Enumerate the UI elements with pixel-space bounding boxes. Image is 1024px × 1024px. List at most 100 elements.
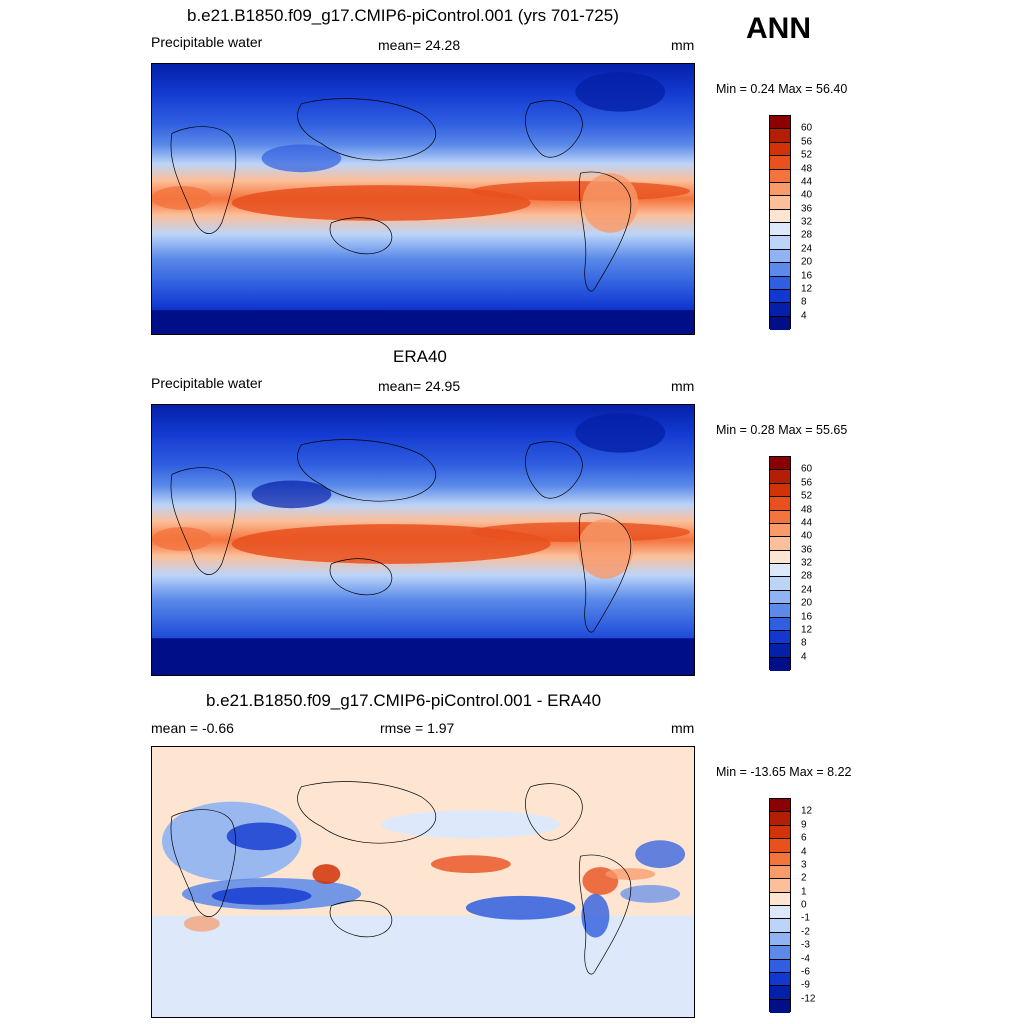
colorbar-tick: -4	[801, 953, 810, 964]
panel2-field	[152, 405, 694, 675]
panel2-title: ERA40	[393, 347, 447, 366]
colorbar-tick: 60	[801, 122, 813, 134]
colorbar-swatch	[770, 142, 790, 157]
colorbar-tick: 20	[801, 256, 813, 268]
colorbar-tick: 28	[801, 229, 813, 241]
colorbar-swatch	[770, 470, 790, 484]
colorbar-tick: 32	[801, 557, 813, 569]
panel3-title: b.e21.B1850.f09_g17.CMIP6-piControl.001 …	[206, 691, 602, 710]
colorbar-swatch	[770, 457, 790, 471]
colorbar-swatch	[770, 986, 790, 1000]
colorbar-swatch	[770, 946, 790, 960]
colorbar-swatch	[770, 223, 790, 237]
colorbar-swatch	[770, 550, 790, 564]
colorbar-tick: 2	[801, 872, 807, 884]
colorbar-tick: -2	[801, 926, 810, 938]
colorbar-tick: 9	[801, 819, 807, 831]
colorbar-swatch	[770, 617, 790, 631]
panel3-colorbar	[769, 798, 791, 1013]
colorbar-swatch	[770, 236, 790, 250]
colorbar-tick: 40	[801, 189, 813, 201]
colorbar-swatch	[770, 209, 790, 223]
colorbar-tick: -3	[801, 939, 810, 951]
panel1-field	[152, 64, 694, 334]
colorbar-tick: 40	[801, 530, 813, 542]
panel3-minmax-label: Min = -13.65 Max = 8.22	[716, 765, 852, 779]
panel2-units-label: mm	[671, 378, 695, 394]
colorbar-tick: 12	[801, 283, 813, 295]
panel1-minmax-label: Min = 0.24 Max = 56.40	[716, 82, 848, 96]
colorbar-swatch	[770, 630, 790, 645]
colorbar-swatch	[770, 497, 790, 511]
colorbar-swatch	[770, 932, 790, 947]
colorbar-tick: 4	[801, 651, 807, 663]
colorbar-tick: -12	[801, 993, 816, 1005]
colorbar-tick: 4	[801, 310, 807, 322]
colorbar-swatch	[770, 116, 790, 130]
colorbar-tick: 12	[801, 805, 813, 817]
colorbar-swatch	[770, 972, 790, 987]
colorbar-swatch	[770, 657, 790, 671]
colorbar-swatch	[770, 316, 790, 330]
colorbar-swatch	[770, 852, 790, 866]
colorbar-swatch	[770, 537, 790, 551]
colorbar-tick: 44	[801, 517, 813, 529]
panel2-minmax-label: Min = 0.28 Max = 55.65	[716, 423, 848, 437]
panel3-field	[152, 747, 694, 1017]
colorbar-tick: 12	[801, 624, 813, 636]
colorbar-swatch	[770, 169, 790, 183]
colorbar-swatch	[770, 825, 790, 840]
colorbar-swatch	[770, 276, 790, 290]
colorbar-tick: -1	[801, 912, 810, 924]
panel1-mean-label: mean= 24.28	[378, 37, 461, 53]
colorbar-swatch	[770, 644, 790, 658]
colorbar-tick: 36	[801, 544, 813, 556]
colorbar-tick: 4	[801, 846, 807, 857]
colorbar-tick: 16	[801, 270, 813, 281]
colorbar-tick: 24	[801, 584, 813, 596]
colorbar-tick: 16	[801, 611, 813, 622]
colorbar-tick: 24	[801, 243, 813, 255]
panel3-units-label: mm	[671, 720, 695, 736]
colorbar-tick: 56	[801, 477, 813, 489]
colorbar-swatch	[770, 156, 790, 170]
colorbar-swatch	[770, 590, 790, 605]
season-label: ANN	[746, 12, 811, 45]
panel3-mean-label: mean = -0.66	[151, 720, 234, 736]
colorbar-tick: 32	[801, 216, 813, 228]
panel2-map	[151, 404, 695, 676]
colorbar-swatch	[770, 604, 790, 618]
colorbar-swatch	[770, 839, 790, 853]
colorbar-swatch	[770, 523, 790, 538]
colorbar-tick: 28	[801, 570, 813, 582]
colorbar-swatch	[770, 892, 790, 906]
colorbar-tick: 48	[801, 504, 813, 515]
colorbar-tick: 8	[801, 637, 807, 649]
colorbar-tick: 60	[801, 463, 813, 475]
colorbar-swatch	[770, 263, 790, 277]
panel2-variable-label: Precipitable water	[151, 375, 263, 391]
panel1-variable-label: Precipitable water	[151, 34, 263, 50]
colorbar-swatch	[770, 510, 790, 524]
colorbar-swatch	[770, 812, 790, 826]
colorbar-swatch	[770, 564, 790, 578]
colorbar-tick: 48	[801, 163, 813, 174]
panel3-rmse-label: rmse = 1.97	[380, 720, 455, 736]
colorbar-swatch	[770, 129, 790, 143]
colorbar-tick: 1	[801, 886, 807, 898]
panel2-colorbar	[769, 456, 791, 671]
colorbar-swatch	[770, 919, 790, 933]
colorbar-swatch	[770, 959, 790, 973]
colorbar-tick: 44	[801, 176, 813, 188]
colorbar-tick: 52	[801, 149, 813, 161]
colorbar-swatch	[770, 182, 790, 197]
colorbar-swatch	[770, 483, 790, 498]
colorbar-swatch	[770, 906, 790, 920]
colorbar-swatch	[770, 249, 790, 264]
colorbar-tick: 52	[801, 490, 813, 502]
colorbar-tick: 20	[801, 597, 813, 609]
colorbar-tick: 0	[801, 899, 807, 911]
colorbar-tick: 3	[801, 859, 807, 871]
colorbar-swatch	[770, 196, 790, 210]
colorbar-swatch	[770, 799, 790, 813]
